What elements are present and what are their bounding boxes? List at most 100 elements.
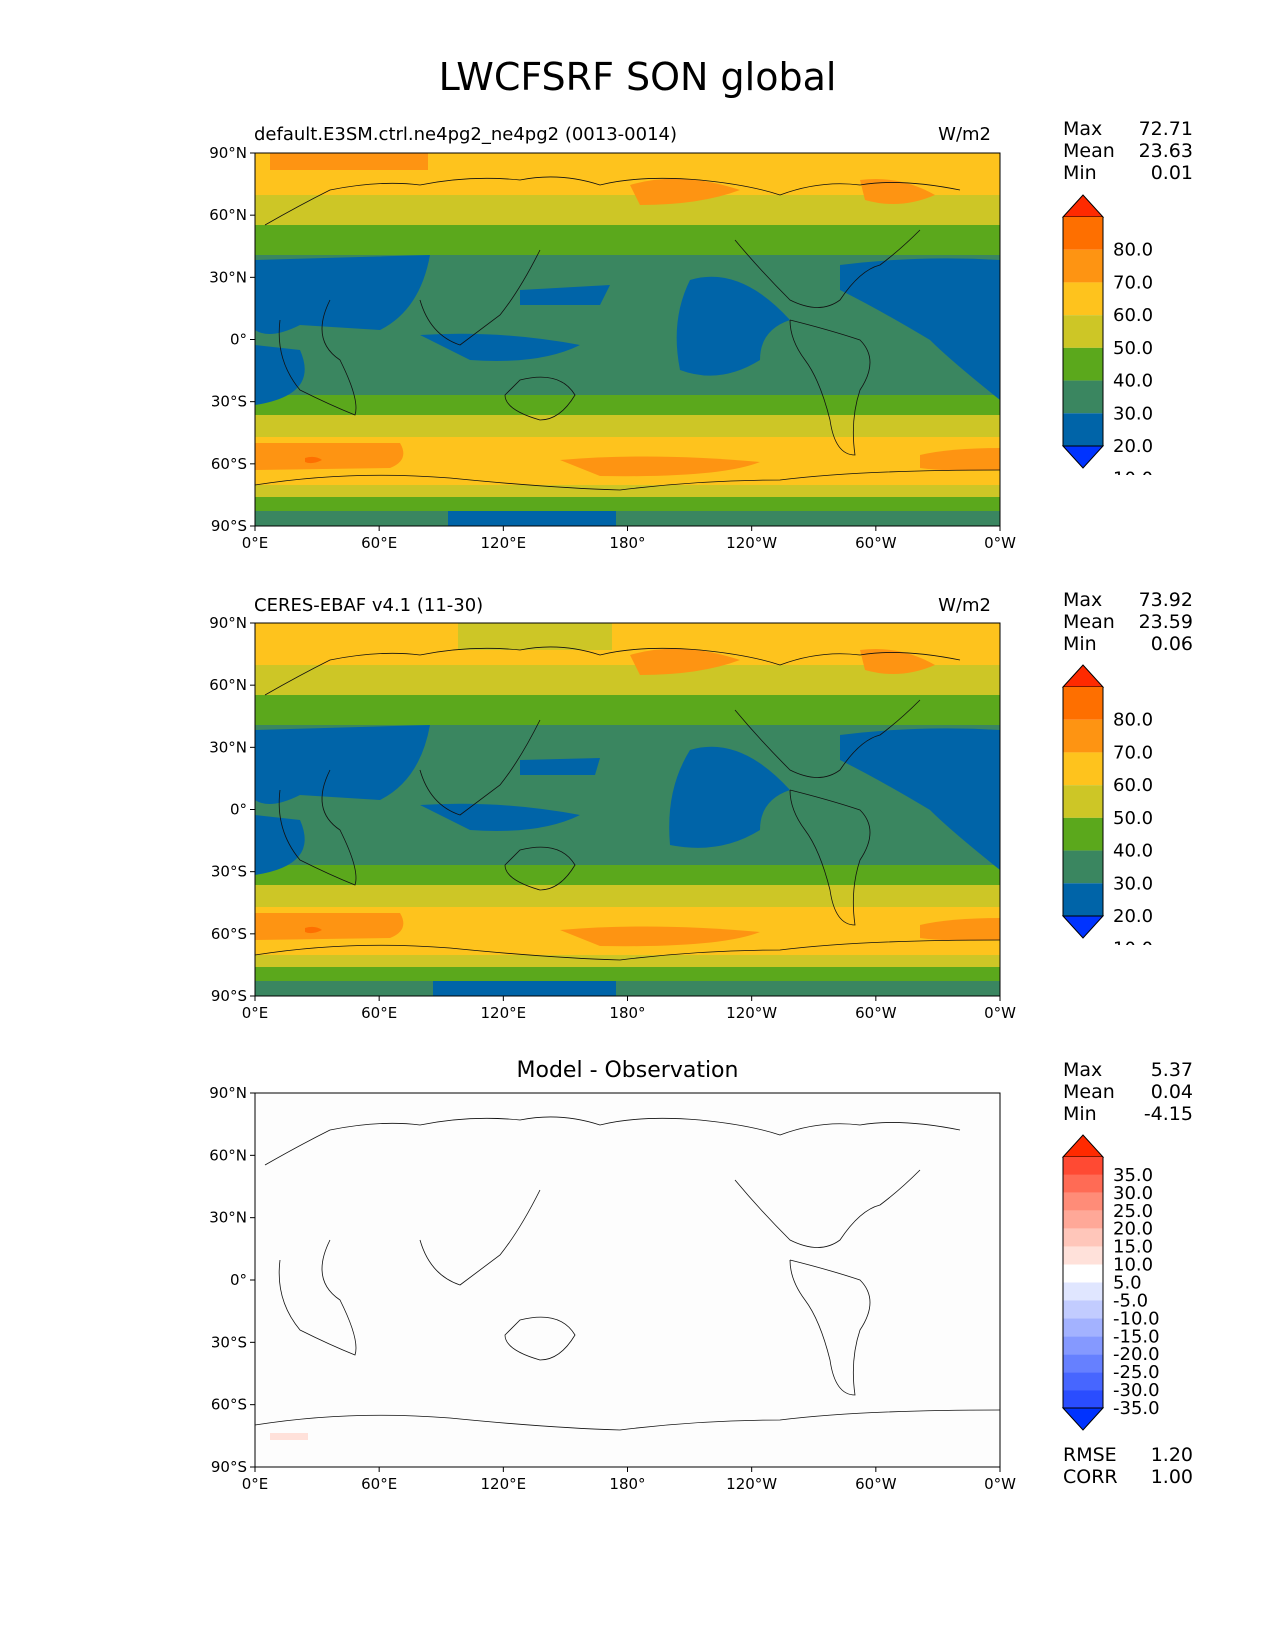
- colorbar-swatch: [1063, 217, 1103, 250]
- patch-south-orange-1: [255, 443, 404, 470]
- colorbar-swatch: [1063, 380, 1103, 414]
- colorbar-swatch: [1063, 883, 1103, 916]
- colorbar-swatch: [1063, 785, 1103, 818]
- band-south-sub: [255, 865, 1000, 885]
- colorbar-swatch: [1063, 1228, 1103, 1247]
- colorbar-swatch: [1063, 1336, 1103, 1355]
- colorbar-tick-label: 60.0: [1113, 775, 1153, 796]
- colorbar-tick-label: 5.0: [1113, 1273, 1142, 1294]
- x-tick-label: 180°: [609, 534, 645, 552]
- x-tick-label: 0°W: [984, 1475, 1016, 1493]
- colorbar-swatch: [1063, 1354, 1103, 1373]
- colorbar-tick-label: 30.0: [1113, 873, 1153, 894]
- model-colorbar: 80.070.060.050.040.030.020.010.00.0: [1061, 194, 1153, 475]
- colorbar-extend-bottom: [1061, 445, 1105, 469]
- coastlines: [254, 1116, 1001, 1431]
- colorbar-outline: [1062, 1157, 1104, 1408]
- x-tick-label: 60°E: [361, 1475, 397, 1493]
- x-tick-label: 180°: [609, 1004, 645, 1022]
- diff-map: 0°E 60°E 120°E 180° 120°W 60°W 0°W 90°N 60°N 30°N…: [209, 1084, 1016, 1493]
- patch-south-red: [305, 456, 322, 464]
- patch-south-orange-3: [920, 918, 1000, 941]
- panel-2-stats: Max 73.92 Mean 23.59 Min 0.06: [1063, 589, 1193, 655]
- x-tick-label: 120°E: [481, 534, 527, 552]
- colorbar-extend-top: [1061, 664, 1105, 688]
- colorbar-swatch: [1063, 1246, 1103, 1265]
- colorbar-extend-top: [1061, 194, 1105, 218]
- patch-south-red: [305, 926, 322, 934]
- y-tick-label: 60°S: [211, 455, 247, 473]
- colorbar-swatch: [1063, 1372, 1103, 1391]
- band-south-mid: [255, 415, 1000, 437]
- patch-antarctic-blue: [448, 511, 616, 526]
- patch-antarctic-blue: [433, 981, 616, 996]
- band-antarctic-2: [255, 981, 1000, 996]
- colorbar-extend-top: [1061, 1134, 1105, 1158]
- y-tick-label: 90°S: [211, 987, 247, 1005]
- panel-1-title: default.E3SM.ctrl.ne4pg2_ne4pg2 (0013-00…: [254, 124, 677, 145]
- colorbar-swatch: [1063, 1210, 1103, 1229]
- panel-2-title: CERES-EBAF v4.1 (11-30): [254, 595, 484, 616]
- patch-siberia-orange: [630, 178, 740, 205]
- colorbar-tick-label: -25.0: [1113, 1362, 1160, 1383]
- stat-label: Max: [1063, 589, 1103, 611]
- band-antarctic-1: [255, 967, 1000, 981]
- y-tick-label: 30°S: [211, 393, 247, 411]
- band-antarctic-edge: [255, 485, 1000, 497]
- colorbar-tick-label: 10.0: [1113, 1255, 1153, 1276]
- colorbar-swatch: [1063, 282, 1103, 316]
- colorbar-tick-label: 80.0: [1113, 710, 1153, 731]
- patch-greenland-orange: [860, 179, 935, 204]
- y-tick-label: 60°N: [209, 676, 247, 694]
- patch-maritime-blue: [420, 803, 580, 831]
- band-antarctic-1: [255, 497, 1000, 511]
- x-tick-label: 0°W: [984, 534, 1016, 552]
- colorbar-tick-label: -30.0: [1113, 1380, 1160, 1401]
- colorbar-tick-label: 15.0: [1113, 1237, 1153, 1258]
- figure-title: LWCFSRF SON global: [438, 55, 837, 99]
- colorbar-swatch: [1063, 687, 1103, 720]
- x-tick-label: 0°E: [242, 534, 269, 552]
- patch-east-pacific-blue: [669, 746, 790, 848]
- colorbar-tick-label: -10.0: [1113, 1308, 1160, 1329]
- colorbar-tick-label: 20.0: [1113, 436, 1153, 457]
- colorbar-swatch: [1063, 1318, 1103, 1337]
- band-antarctic-edge: [255, 955, 1000, 967]
- colorbar-tick-label: 30.0: [1113, 1183, 1153, 1204]
- band-north-mid: [255, 695, 1000, 725]
- panel-3-title: Model - Observation: [516, 1058, 739, 1083]
- stat-label: RMSE: [1063, 1444, 1117, 1466]
- x-tick-label: 120°W: [726, 1004, 777, 1022]
- y-tick-label: 0°: [230, 1271, 247, 1289]
- colorbar-swatch: [1063, 719, 1103, 753]
- stat-value: 0.04: [1150, 1081, 1193, 1103]
- stat-label: CORR: [1063, 1466, 1118, 1488]
- panel-3-stats: Max 5.37 Mean 0.04 Min -4.15: [1063, 1059, 1193, 1125]
- coastlines: [254, 176, 1001, 491]
- obs-colorbar: 80.070.060.050.040.030.020.010.00.0: [1061, 664, 1153, 945]
- band-north-mid: [255, 225, 1000, 255]
- diff-colorbar: 35.030.025.020.015.010.05.0-5.0-10.0-15.…: [1061, 1134, 1160, 1431]
- colorbar-swatch: [1063, 1157, 1103, 1175]
- colorbar-swatch: [1063, 413, 1103, 446]
- x-tick-label: 120°W: [726, 534, 777, 552]
- colorbar-tick-label: 40.0: [1113, 841, 1153, 862]
- patch-indian-blue: [255, 345, 305, 405]
- colorbar-swatch: [1063, 1282, 1103, 1301]
- patch-atlantic-east-blue: [840, 258, 1000, 400]
- diff-background: [255, 1093, 1000, 1467]
- patch-south-orange-2: [560, 926, 760, 947]
- colorbar-tick-label: 60.0: [1113, 305, 1153, 326]
- stat-label: Mean: [1063, 140, 1115, 162]
- colorbar-swatch: [1063, 752, 1103, 786]
- x-tick-label: 120°E: [481, 1004, 527, 1022]
- colorbar-extend-bottom: [1061, 915, 1105, 939]
- band-antarctic-2: [255, 511, 1000, 526]
- stat-value: 73.92: [1138, 589, 1193, 611]
- y-tick-label: 90°N: [209, 614, 247, 632]
- colorbar-swatch: [1063, 249, 1103, 283]
- colorbar-tick-label: -35.0: [1113, 1398, 1160, 1419]
- x-tick-label: 60°E: [361, 1004, 397, 1022]
- colorbar-swatch: [1063, 1192, 1103, 1211]
- colorbar-extend-bottom: [1061, 1407, 1105, 1431]
